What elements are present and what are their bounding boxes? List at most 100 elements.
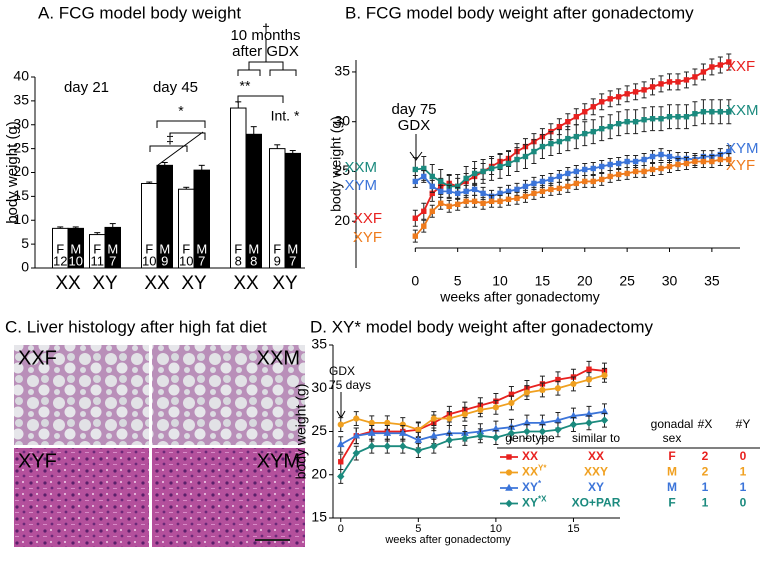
bar-n-label: 12 [53, 253, 67, 268]
legend-ny: 1 [740, 480, 747, 494]
marker [726, 59, 732, 65]
series-line [414, 150, 730, 198]
panel-b-title: B. FCG model body weight after gonadecto… [345, 3, 694, 22]
legend-sex: M [667, 480, 677, 494]
y-axis-label: body weight (g) [328, 116, 344, 212]
marker [507, 429, 516, 438]
bar-n-label: 10 [69, 253, 83, 268]
marker [429, 173, 435, 180]
marker [565, 183, 571, 190]
legend-nx: 1 [702, 480, 709, 494]
marker [445, 436, 454, 445]
marker [438, 188, 444, 195]
marker [505, 469, 513, 476]
y-tick-label: 25 [13, 139, 29, 155]
marker [615, 160, 622, 167]
legend-sex: M [667, 465, 677, 479]
marker [480, 200, 486, 207]
marker [461, 434, 469, 443]
legend-genotype: XX [522, 449, 538, 463]
marker [429, 431, 438, 439]
y-tick-label: 0 [21, 259, 29, 275]
marker [586, 366, 592, 372]
marker [615, 120, 622, 127]
x-tick-label: XY [181, 273, 207, 294]
y-tick-label: 15 [13, 187, 29, 203]
marker [649, 166, 656, 173]
table-header: genotype [505, 431, 555, 445]
y-tick-label: 40 [13, 68, 29, 84]
marker [726, 109, 732, 115]
series-label: XXF [726, 58, 755, 75]
marker [556, 173, 563, 180]
x-tick-label: 10 [490, 523, 502, 535]
x-tick-label: XY [272, 273, 298, 294]
legend-similar: XXY [584, 465, 608, 479]
marker [570, 380, 577, 388]
marker [539, 178, 546, 185]
marker [573, 168, 580, 175]
x-tick-label: 0 [411, 273, 419, 289]
marker [337, 421, 344, 428]
significance-brackets [149, 38, 297, 166]
annotation: Int. * [271, 108, 300, 124]
x-tick-label: 10 [492, 273, 508, 289]
marker [590, 128, 596, 135]
marker [692, 158, 698, 165]
marker [569, 420, 578, 429]
marker [599, 99, 605, 105]
bar-sex-label: F [182, 241, 190, 256]
panel-d-title: D. XY* model body weight after gonadecto… [310, 317, 654, 336]
marker [461, 411, 468, 418]
series-label: XXM [344, 159, 377, 176]
marker [522, 153, 529, 160]
legend-sex: F [668, 496, 675, 510]
marker [565, 135, 571, 142]
marker [700, 109, 707, 115]
x-tick-label: 30 [662, 273, 678, 289]
marker [539, 143, 546, 150]
x-tick-label: 5 [454, 273, 462, 289]
marker [599, 176, 605, 183]
marker [492, 433, 500, 442]
marker [658, 151, 664, 158]
marker [384, 419, 391, 426]
image-label: XYM [257, 450, 300, 472]
marker [600, 416, 609, 425]
marker [412, 178, 419, 185]
bar-n-label: 8 [250, 253, 257, 268]
marker [658, 81, 664, 87]
y-tick-label: 20 [311, 465, 327, 481]
marker [649, 84, 656, 90]
x-axis-label: weeks after gonadectomy [439, 289, 600, 305]
marker [565, 119, 571, 125]
marker [641, 117, 647, 123]
genotype-sup: * [538, 479, 542, 488]
image-xxf [14, 345, 149, 445]
histology-images [14, 345, 305, 547]
marker [471, 198, 478, 205]
marker [607, 96, 613, 102]
marker [658, 165, 664, 172]
marker [675, 114, 681, 120]
bar-sex-label: M [287, 241, 298, 256]
y-tick-label: 10 [13, 211, 29, 227]
marker [624, 119, 630, 125]
panel-c-title: C. Liver histology after high fat diet [5, 317, 267, 336]
marker [590, 178, 596, 185]
marker [337, 472, 345, 481]
marker [556, 123, 563, 130]
bar-n-label: 8 [235, 253, 242, 268]
legend-similar: XX [588, 449, 604, 463]
marker [683, 114, 690, 120]
y-axis-label: body weight (g) [4, 121, 21, 224]
genotype-name: XY [522, 480, 538, 494]
bar-n-label: 10 [142, 253, 156, 268]
marker [582, 178, 588, 185]
marker [505, 483, 513, 491]
bar-n-label: 7 [109, 253, 116, 268]
marker [505, 499, 513, 508]
x-axis-label: weeks after gonadectomy [384, 534, 511, 546]
genotype-name: XY [522, 496, 538, 510]
